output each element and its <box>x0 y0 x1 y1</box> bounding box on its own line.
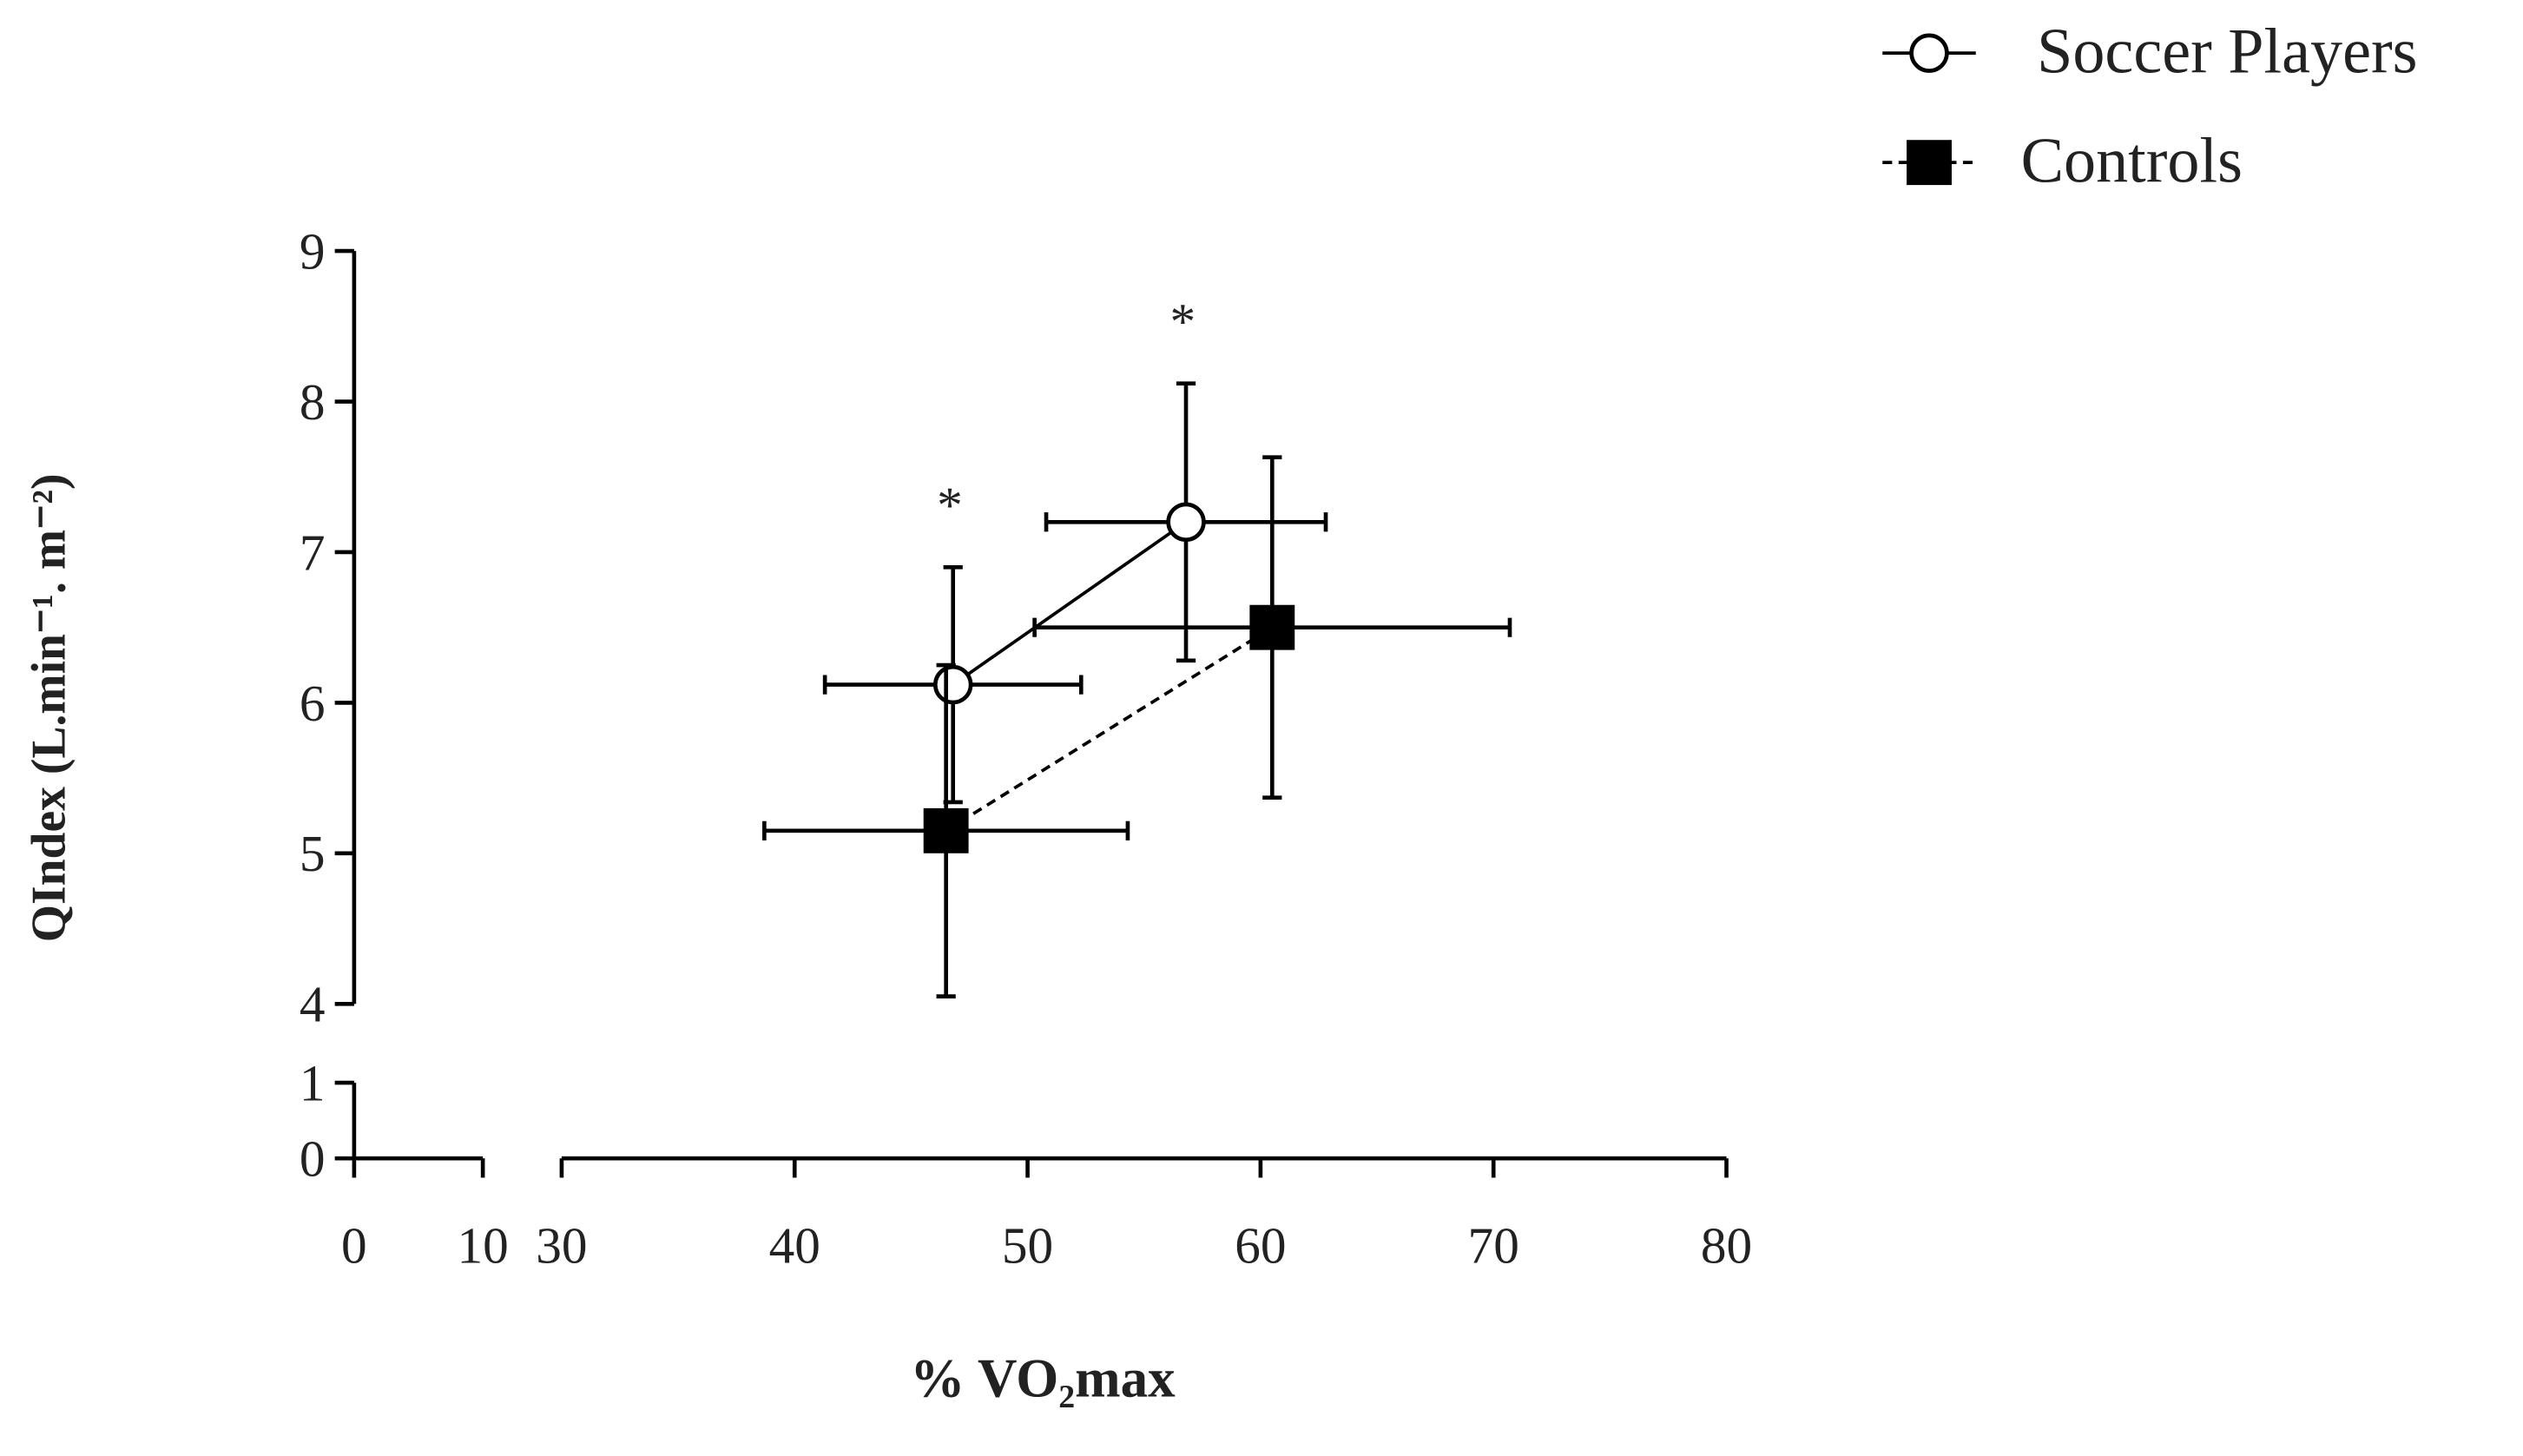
annotation: * <box>937 476 963 533</box>
y-tick-label: 0 <box>300 1130 326 1188</box>
y-tick-label: 7 <box>300 524 326 581</box>
x-tick-label: 80 <box>1701 1217 1752 1275</box>
y-tick-label: 5 <box>300 825 326 882</box>
legend-label: Soccer Players <box>2037 16 2417 87</box>
series-line <box>945 626 1274 833</box>
y-tick-label: 9 <box>300 222 326 280</box>
x-tick-label: 0 <box>341 1217 367 1275</box>
series-line <box>952 520 1188 687</box>
x-tick-label: 50 <box>1002 1217 1053 1275</box>
y-axis-label: QIndex (L.min⁻¹. m⁻²) <box>22 473 76 942</box>
point <box>1249 604 1295 650</box>
annotation: * <box>1169 293 1196 350</box>
legend-marker <box>1909 33 1949 73</box>
legend-marker <box>1907 140 1952 186</box>
x-tick-label: 40 <box>769 1217 820 1275</box>
x-tick-label: 30 <box>536 1217 587 1275</box>
y-tick-label: 6 <box>300 675 326 732</box>
y-tick-label: 4 <box>300 976 326 1033</box>
x-tick-label: 70 <box>1468 1217 1519 1275</box>
y-tick-label: 1 <box>300 1054 326 1111</box>
y-tick-label: 8 <box>300 373 326 431</box>
x-tick-label: 60 <box>1235 1217 1286 1275</box>
x-axis-label: % VO₂max <box>910 1347 1176 1408</box>
legend-label: Controls <box>2021 125 2243 196</box>
point <box>923 807 969 853</box>
x-tick-label: 10 <box>457 1217 508 1275</box>
point <box>933 664 973 705</box>
point <box>1166 502 1206 542</box>
